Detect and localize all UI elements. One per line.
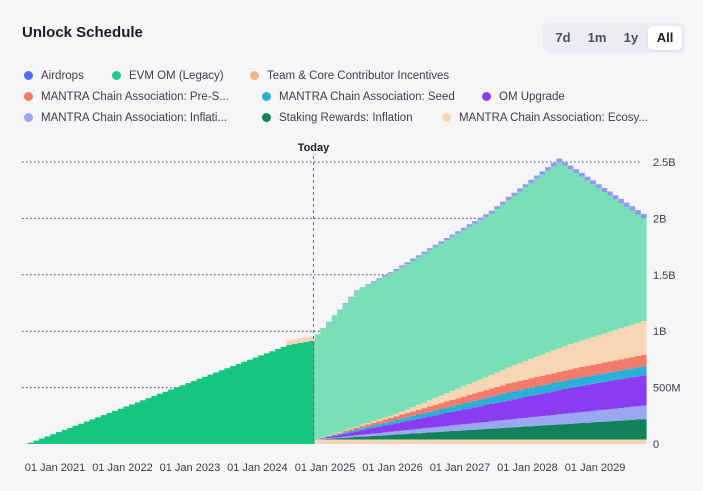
y-tick-label: 2B [653, 213, 666, 225]
x-tick-label: 01 Jan 2028 [497, 462, 558, 474]
area-series-8 [314, 162, 647, 440]
legend-item-evm-om[interactable]: EVM OM (Legacy) [112, 69, 250, 82]
legend-label: MANTRA Chain Association: Inflati... [41, 111, 227, 124]
legend-dot-icon [262, 113, 271, 122]
area-series-0 [27, 341, 315, 444]
legend-dot-icon [24, 113, 33, 122]
unlock-area-chart: 0 500M 1B 1.5B 2B 2.5B Today 01 Jan 2021 01 Jan … [22, 142, 681, 474]
chart-title: Unlock Schedule [22, 24, 143, 41]
legend-item-om-upgrade[interactable]: OM Upgrade [482, 90, 682, 103]
legend-item-ecosystem[interactable]: MANTRA Chain Association: Ecosy... [442, 111, 662, 124]
legend-label: MANTRA Chain Association: Pre-S... [41, 90, 229, 103]
legend-item-staking[interactable]: Staking Rewards: Inflation [262, 111, 442, 124]
x-tick-label: 01 Jan 2024 [227, 462, 288, 474]
range-all-button[interactable]: All [648, 26, 682, 50]
legend-label: MANTRA Chain Association: Seed [279, 90, 455, 103]
y-tick-label: 0 [653, 439, 659, 451]
legend-label: Team & Core Contributor Incentives [267, 69, 450, 82]
legend-dot-icon [482, 92, 491, 101]
area-series-2 [314, 419, 647, 440]
y-tick-label: 500M [653, 383, 681, 395]
range-1y-button[interactable]: 1y [623, 30, 639, 45]
y-tick-label: 1.5B [653, 270, 676, 282]
legend-item-team[interactable]: Team & Core Contributor Incentives [250, 69, 470, 82]
x-tick-label: 01 Jan 2023 [160, 462, 221, 474]
x-tick-label: 01 Jan 2029 [565, 462, 626, 474]
legend-item-pre-seed[interactable]: MANTRA Chain Association: Pre-S... [24, 90, 262, 103]
legend-row-2: MANTRA Chain Association: Pre-S... MANTR… [24, 90, 664, 103]
legend-label: OM Upgrade [499, 90, 565, 103]
legend-dot-icon [24, 92, 33, 101]
legend-dot-icon [112, 71, 121, 80]
area-series-5 [314, 366, 647, 440]
legend-label: MANTRA Chain Association: Ecosy... [459, 111, 648, 124]
legend-item-inflation[interactable]: MANTRA Chain Association: Inflati... [24, 111, 262, 124]
legend-label: EVM OM (Legacy) [129, 69, 224, 82]
y-tick-label: 1B [653, 326, 666, 338]
x-tick-label: 01 Jan 2022 [92, 462, 153, 474]
legend-dot-icon [24, 71, 33, 80]
y-tick-label: 2.5B [653, 157, 676, 169]
range-selector: 7d 1m 1y All [543, 23, 685, 53]
legend-item-seed[interactable]: MANTRA Chain Association: Seed [262, 90, 482, 103]
x-tick-label: 01 Jan 2026 [362, 462, 423, 474]
legend-item-airdrops[interactable]: Airdrops [24, 69, 112, 82]
today-label: Today [298, 142, 330, 154]
x-tick-label: 01 Jan 2027 [430, 462, 491, 474]
legend-dot-icon [442, 113, 451, 122]
x-tick-label: 01 Jan 2025 [295, 462, 356, 474]
area-series-4 [314, 375, 647, 440]
legend-label: Staking Rewards: Inflation [279, 111, 413, 124]
legend-label: Airdrops [41, 69, 84, 82]
legend-row-3: MANTRA Chain Association: Inflati... Sta… [24, 111, 664, 124]
legend-dot-icon [262, 92, 271, 101]
x-tick-label: 01 Jan 2021 [25, 462, 86, 474]
area-series-7 [314, 321, 647, 440]
legend-row-1: Airdrops EVM OM (Legacy) Team & Core Con… [24, 69, 664, 82]
range-7d-button[interactable]: 7d [555, 30, 571, 45]
area-series-6 [314, 354, 647, 440]
legend-dot-icon [250, 71, 259, 80]
range-1m-button[interactable]: 1m [587, 30, 607, 45]
